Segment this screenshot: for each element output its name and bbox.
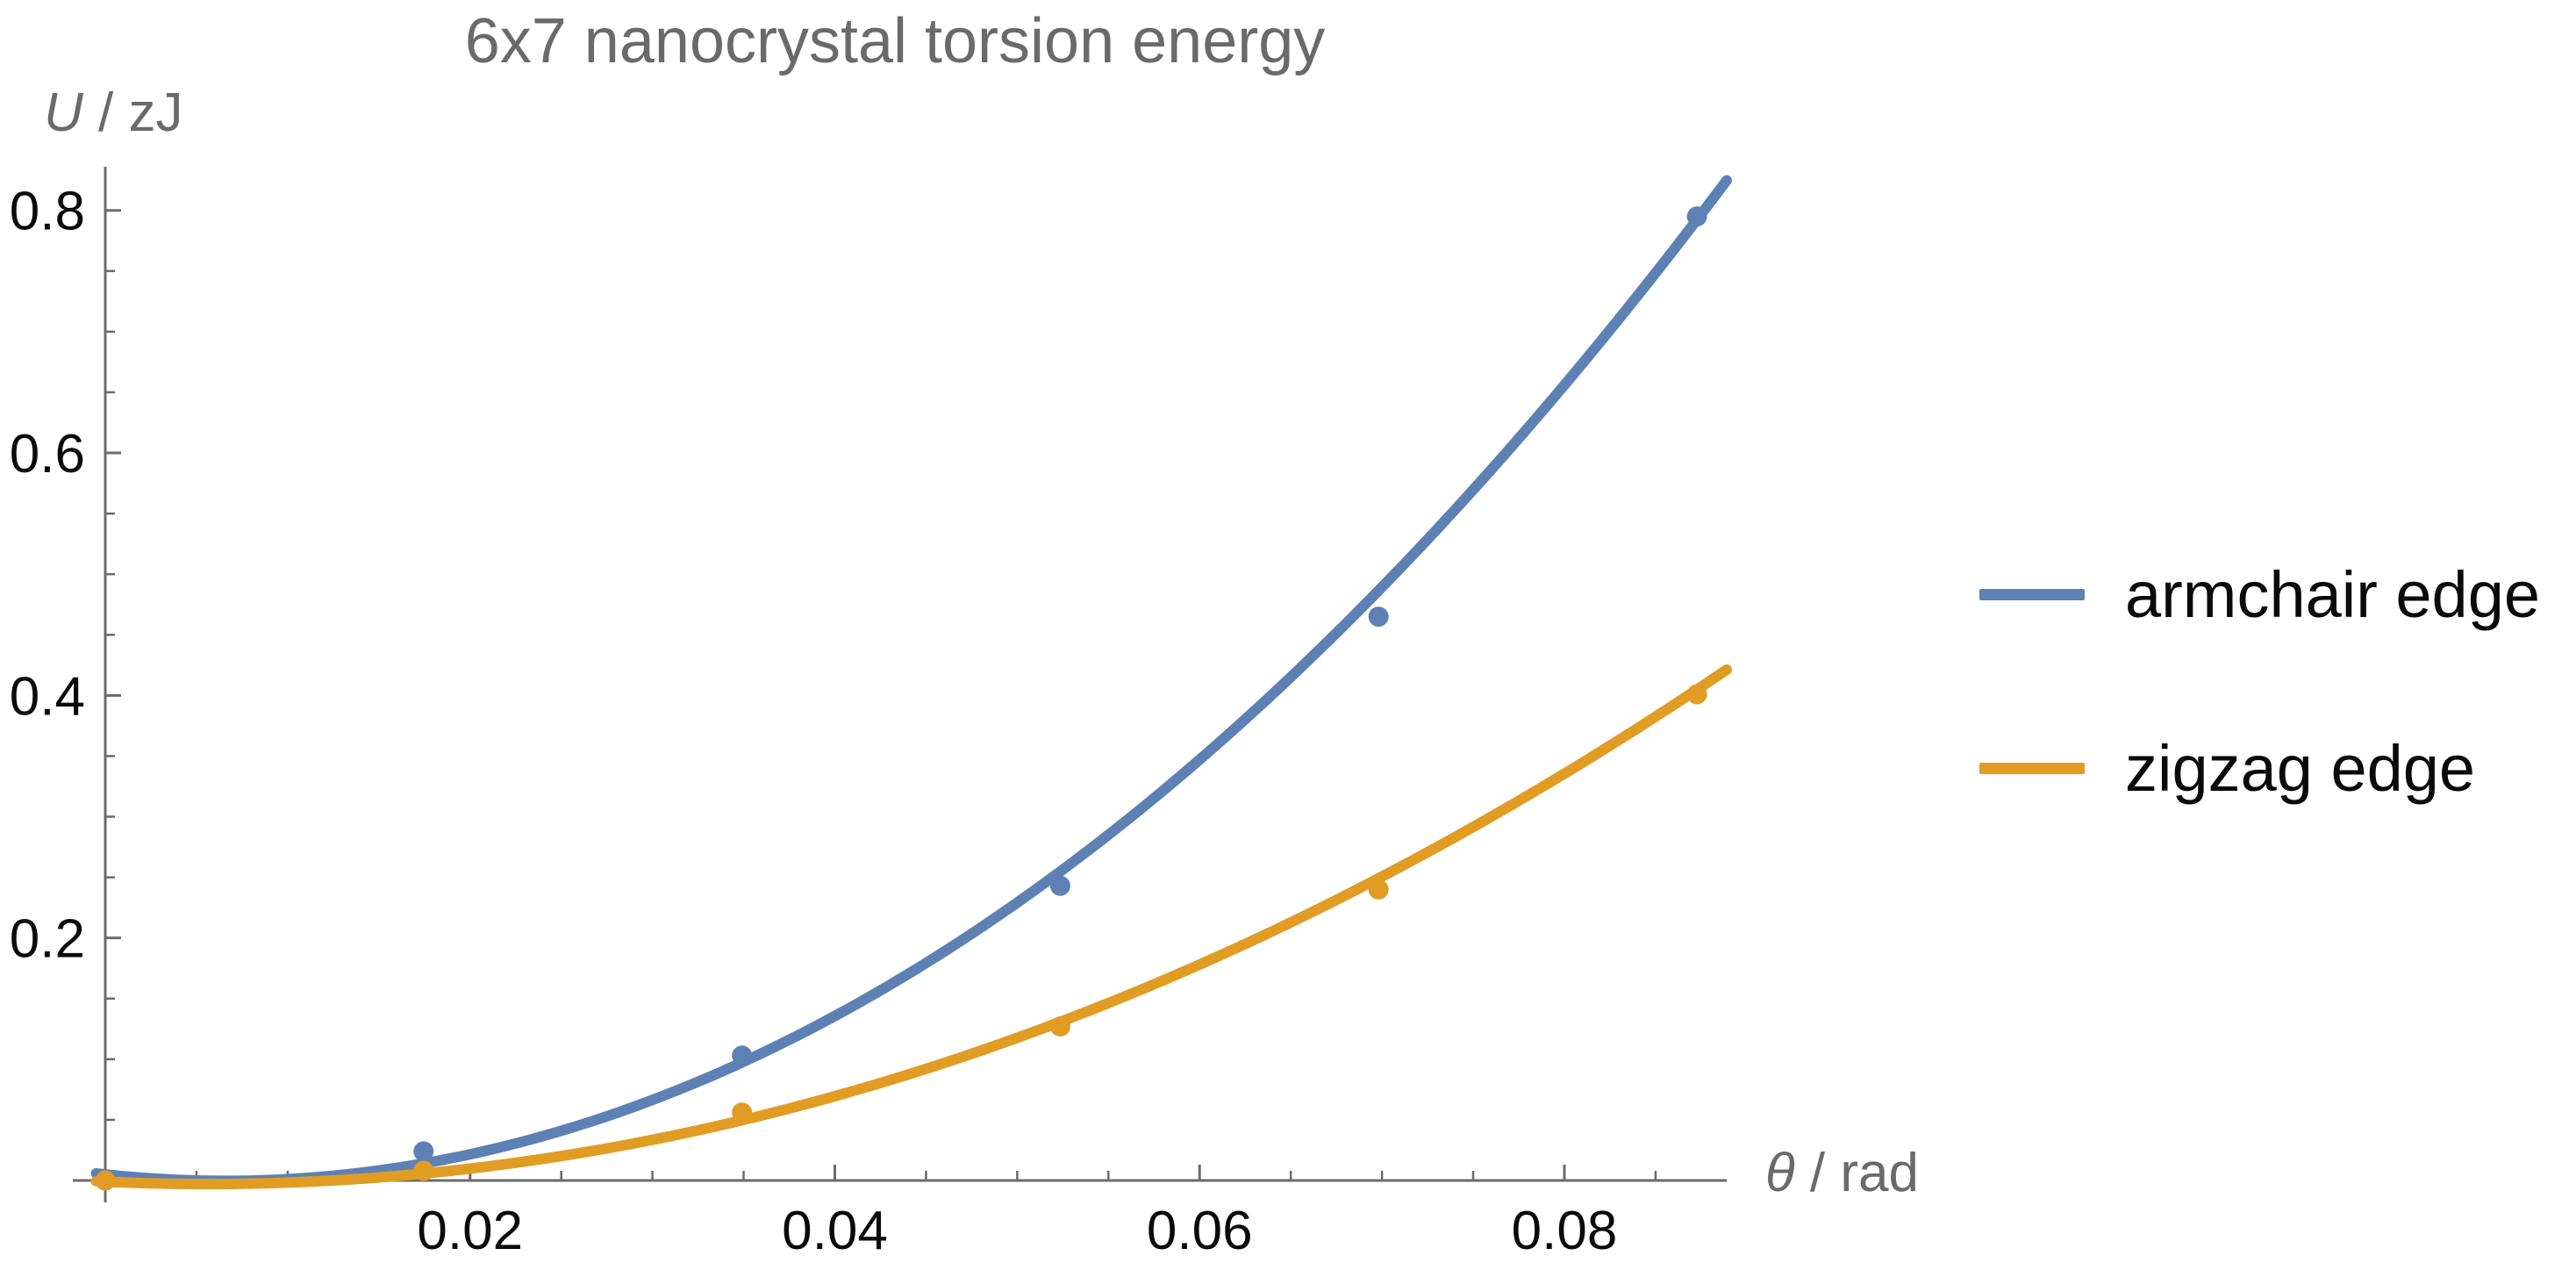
armchair-fit-curve	[90, 175, 1732, 1187]
legend-entry-zigzag: zigzag edge	[1979, 724, 2540, 812]
armchair-data-point	[1049, 875, 1070, 896]
armchair-data-point	[732, 1045, 753, 1066]
x-axis-unit: / rad	[1794, 1143, 1919, 1203]
y-tick-label: 0.6	[10, 424, 85, 484]
x-tick-label: 0.02	[417, 1201, 523, 1261]
y-axis-variable: U	[44, 83, 83, 143]
zigzag-data-point	[1049, 1016, 1070, 1037]
zigzag-data-point	[1686, 684, 1707, 705]
zigzag-data-point	[732, 1102, 753, 1123]
zigzag-data-point	[1368, 879, 1389, 900]
x-axis-label: θ / rad	[1765, 1143, 1919, 1204]
y-axis-label: U / zJ	[44, 83, 182, 144]
x-axis-variable: θ	[1765, 1143, 1795, 1203]
legend-line-zigzag-icon	[1979, 762, 2085, 774]
legend: armchair edge zigzag edge	[1979, 550, 2540, 898]
armchair-data-point	[413, 1141, 434, 1162]
legend-entry-armchair: armchair edge	[1979, 550, 2540, 638]
x-tick-label: 0.06	[1147, 1201, 1253, 1261]
y-tick-label: 0.2	[10, 909, 85, 970]
chart-title: 6x7 nanocrystal torsion energy	[464, 6, 1326, 76]
x-tick-label: 0.04	[782, 1201, 888, 1261]
legend-label-armchair: armchair edge	[2125, 557, 2541, 631]
y-tick-label: 0.4	[10, 666, 85, 727]
zigzag-fit-curve	[90, 664, 1732, 1190]
zigzag-data-point	[95, 1170, 116, 1191]
armchair-data-point	[1368, 606, 1389, 628]
y-tick-label: 0.8	[10, 182, 85, 242]
legend-line-armchair-icon	[1979, 588, 2085, 600]
zigzag-data-point	[413, 1160, 434, 1181]
armchair-data-point	[1686, 206, 1707, 227]
y-axis-unit: / zJ	[82, 83, 183, 143]
legend-label-zigzag: zigzag edge	[2125, 731, 2476, 805]
x-tick-label: 0.08	[1512, 1201, 1618, 1261]
